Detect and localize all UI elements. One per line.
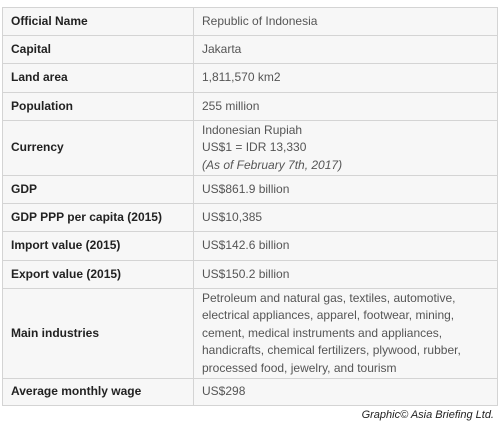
table-row: Capital Jakarta (2, 35, 498, 64)
table-row: Official Name Republic of Indonesia (2, 7, 498, 36)
row-label: GDP PPP per capita (2015) (2, 203, 194, 232)
info-table: Official Name Republic of Indonesia Capita… (2, 7, 498, 406)
row-label: Main industries (2, 288, 194, 379)
row-label: Export value (2015) (2, 260, 194, 289)
table-row: Population 255 million (2, 92, 498, 121)
row-value: 255 million (193, 92, 498, 121)
row-label: Population (2, 92, 194, 121)
value-line: US$1 = IDR 13,330 (202, 140, 307, 155)
row-value: US$150.2 billion (193, 260, 498, 289)
row-value: US$861.9 billion (193, 175, 498, 204)
row-value: 1,811,570 km2 (193, 63, 498, 93)
row-label: Import value (2015) (2, 231, 194, 261)
table-row: Land area 1,811,570 km2 (2, 63, 498, 93)
value-line: Indonesian Rupiah (202, 122, 303, 137)
row-label: Average monthly wage (2, 378, 194, 406)
table-row: GDP PPP per capita (2015) US$10,385 (2, 203, 498, 232)
row-value: Jakarta (193, 35, 498, 64)
table-row: Average monthly wage US$298 (2, 378, 498, 406)
row-label: Currency (2, 120, 194, 176)
table-row: Main industries Petroleum and natural gas… (2, 288, 498, 379)
table-row: Import value (2015) US$142.6 billion (2, 231, 498, 261)
row-value: US$142.6 billion (193, 231, 498, 261)
row-value: Indonesian Rupiah US$1 = IDR 13,330 (As of… (193, 120, 498, 176)
row-label: GDP (2, 175, 194, 204)
row-label: Land area (2, 63, 194, 93)
row-value: US$298 (193, 378, 498, 406)
row-value: Republic of Indonesia (193, 7, 498, 36)
row-value: Petroleum and natural gas, textiles, aut… (193, 288, 498, 379)
credit: Graphic© Asia Briefing Ltd. (361, 409, 494, 421)
row-label: Capital (2, 35, 194, 64)
table-row: GDP US$861.9 billion (2, 175, 498, 204)
table-row: Currency Indonesian Rupiah US$1 = IDR 13,3… (2, 120, 498, 176)
table-row: Export value (2015) US$150.2 billion (2, 260, 498, 289)
value-line: (As of February 7th, 2017) (202, 157, 343, 172)
row-value: US$10,385 (193, 203, 498, 232)
row-label: Official Name (2, 7, 194, 36)
